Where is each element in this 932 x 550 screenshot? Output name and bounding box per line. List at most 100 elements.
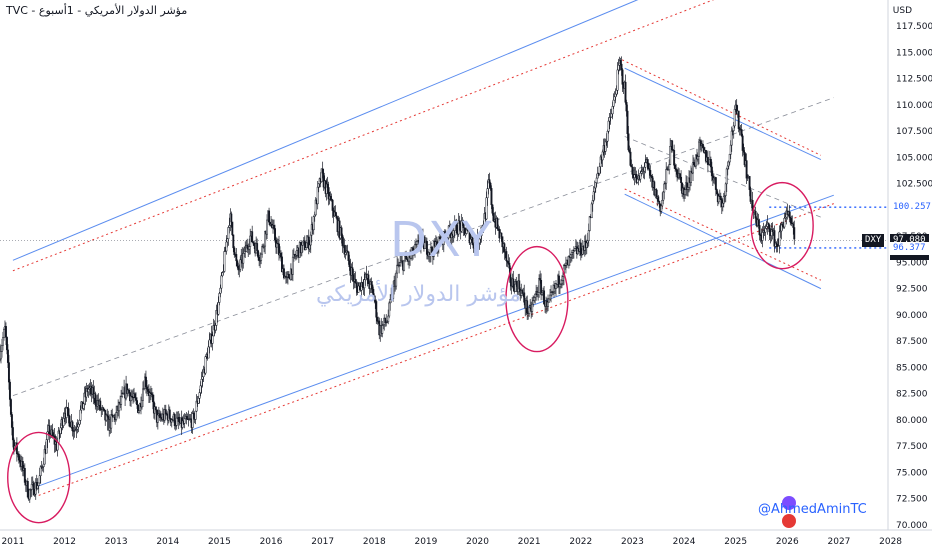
- candle-body: [321, 168, 324, 174]
- trendline-6[interactable]: [621, 59, 822, 156]
- candle-body: [549, 294, 551, 300]
- candle-body: [0, 351, 2, 360]
- candle-body: [733, 109, 736, 127]
- candle-body: [767, 222, 770, 226]
- candle-body: [722, 196, 725, 204]
- candle-body: [662, 191, 665, 201]
- candle-body: [56, 442, 59, 451]
- x-tick-label: 2027: [828, 537, 851, 547]
- candle-body: [326, 183, 329, 188]
- candle-body: [430, 247, 433, 253]
- candle-body: [351, 267, 354, 275]
- candle-body: [679, 173, 682, 178]
- candle-body: [5, 326, 7, 338]
- candle-body: [236, 260, 239, 267]
- candle-body: [658, 201, 661, 204]
- candle-body: [665, 169, 668, 184]
- trendline-1[interactable]: [12, 0, 813, 272]
- candle-body: [531, 303, 534, 312]
- candle-body: [158, 413, 161, 418]
- candle-body: [266, 219, 269, 235]
- candle-body: [227, 227, 230, 240]
- candle-body: [455, 222, 458, 234]
- candle-body: [334, 211, 337, 217]
- candle-body: [375, 301, 378, 318]
- candle-body: [223, 251, 226, 272]
- candle-body: [761, 232, 764, 241]
- candle-body: [9, 399, 12, 415]
- candles: [0, 56, 796, 503]
- candle-body: [460, 220, 463, 232]
- x-tick-label: 2025: [724, 537, 747, 547]
- candle-body: [629, 151, 632, 166]
- trendline-0[interactable]: [12, 0, 813, 261]
- candle-body: [331, 199, 334, 211]
- candle-body: [587, 230, 590, 242]
- candle-body: [329, 196, 332, 200]
- author-signature[interactable]: @AhmedAminTC: [758, 502, 867, 517]
- candle-body: [465, 229, 468, 234]
- candle-body: [142, 388, 144, 401]
- currency-unit[interactable]: USD: [892, 6, 912, 16]
- candle-body: [480, 226, 483, 236]
- candle-body: [607, 120, 610, 132]
- chart-header: TVC - مؤشر الدولار الأمريكي - 1أسبوع: [6, 4, 187, 17]
- candle-body: [8, 381, 11, 400]
- candle-body: [115, 412, 118, 420]
- trendline-4[interactable]: [38, 203, 834, 496]
- candle-body: [156, 414, 159, 423]
- candle-body: [268, 210, 271, 223]
- highlight-circle-2[interactable]: [750, 181, 814, 270]
- candle-body: [567, 256, 570, 266]
- candle-body: [523, 292, 526, 303]
- candle-body: [154, 406, 157, 411]
- candle-body: [644, 162, 647, 168]
- candle-body: [32, 482, 35, 496]
- candle-body: [312, 216, 315, 231]
- candle-body: [146, 389, 149, 392]
- candle-body: [586, 240, 589, 244]
- candle-body: [593, 187, 596, 192]
- y-tick-label: 112.500: [896, 75, 932, 85]
- symbol-tag[interactable]: DXY: [862, 233, 885, 247]
- highlight-circle-1[interactable]: [505, 245, 569, 353]
- candle-body: [648, 168, 651, 171]
- candle-body: [635, 173, 638, 183]
- candle-body: [437, 236, 440, 248]
- candle-body: [693, 162, 695, 166]
- candle-body: [373, 296, 376, 301]
- candle-body: [420, 239, 422, 247]
- candle-body: [381, 325, 384, 334]
- candle-body: [143, 388, 145, 390]
- trendline-9[interactable]: [624, 193, 822, 290]
- candle-body: [543, 290, 546, 305]
- candle-body: [669, 146, 672, 165]
- trendline-3[interactable]: [38, 194, 834, 487]
- highlight-circles[interactable]: [7, 181, 814, 524]
- x-tick-label: 2011: [1, 537, 24, 547]
- candle-body: [376, 316, 379, 322]
- header-separator: -: [27, 4, 39, 17]
- candle-body: [341, 235, 344, 247]
- candle-body: [636, 178, 639, 183]
- candle-body: [121, 393, 124, 397]
- level-tag-upper[interactable]: 100.257: [890, 201, 932, 215]
- x-tick-label: 2018: [363, 537, 386, 547]
- x-tick-label: 2015: [208, 537, 231, 547]
- trendline-5[interactable]: [624, 67, 822, 160]
- candle-body: [39, 466, 42, 476]
- candle-body: [340, 227, 343, 236]
- header-separator-2: -: [73, 4, 85, 17]
- level-tag-lower[interactable]: 96.377: [890, 241, 929, 255]
- candle-body: [793, 227, 796, 240]
- x-tick-label: 2021: [518, 537, 541, 547]
- candle-body: [260, 253, 263, 261]
- candle-body: [647, 162, 650, 169]
- highlight-circle-0[interactable]: [7, 431, 71, 524]
- candle-body: [354, 278, 357, 284]
- candle-body: [726, 165, 729, 170]
- candle-body: [141, 400, 143, 408]
- candle-body: [363, 279, 366, 289]
- candle-body: [730, 130, 733, 146]
